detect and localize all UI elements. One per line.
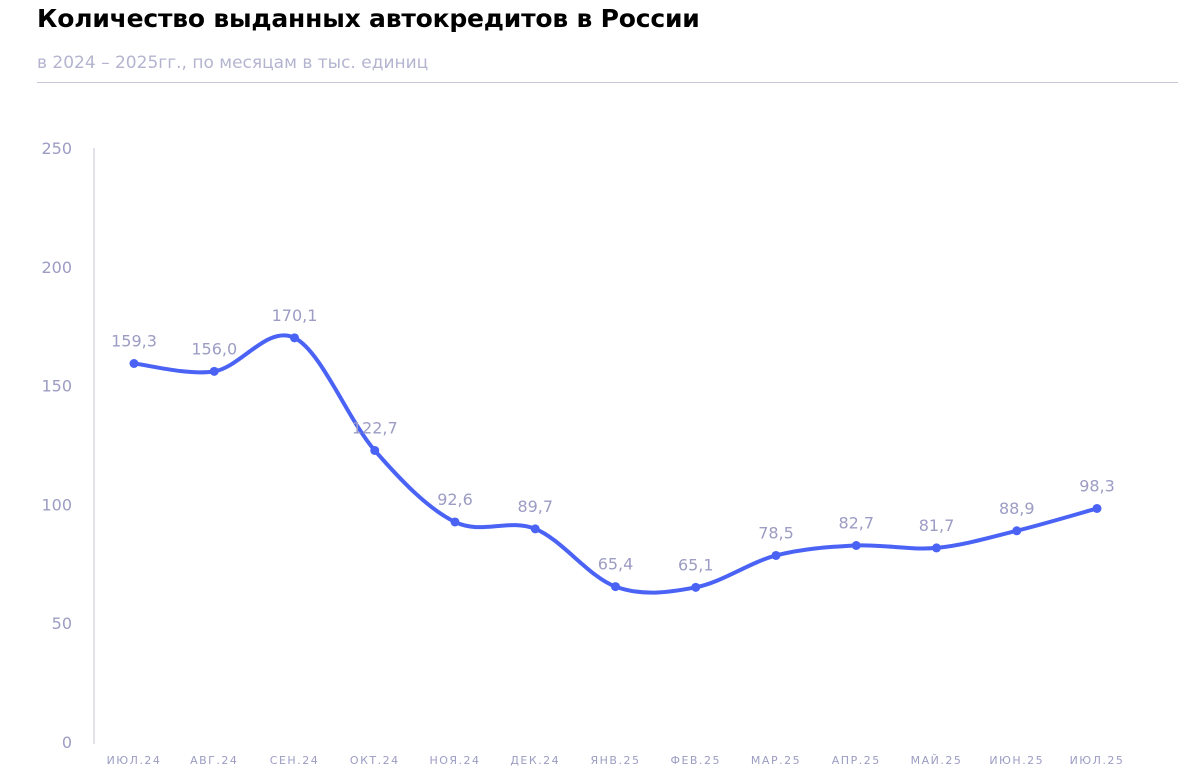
data-point (290, 333, 299, 343)
data-label: 122,7 (352, 418, 398, 437)
data-point (1092, 503, 1102, 513)
data-points (129, 333, 1102, 592)
data-point (1012, 526, 1022, 536)
data-point (932, 543, 941, 553)
data-label: 65,1 (678, 555, 714, 574)
x-tick-label: ИЮЛ.25 (1070, 754, 1125, 767)
x-axis: ИЮЛ.24 АВГ.24 СЕН.24 ОКТ.24 НОЯ.24 ДЕК.24 ЯНВ.… (107, 754, 1125, 767)
y-axis: 0 50 100 150 200 250 (41, 139, 95, 752)
data-label: 78,5 (758, 523, 794, 542)
data-point (450, 517, 460, 527)
data-point (771, 550, 781, 560)
data-label: 88,9 (999, 499, 1035, 518)
data-label: 159,3 (111, 332, 157, 351)
x-tick-label: ИЮН.25 (989, 754, 1044, 767)
data-label: 89,7 (517, 497, 553, 516)
chart-title: Количество выданных автокредитов в Росси… (37, 4, 700, 33)
x-tick-label: СЕН.24 (270, 754, 319, 767)
x-tick-label: ИЮЛ.24 (107, 754, 162, 767)
chart-subtitle: в 2024 – 2025гг., по месяцам в тыс. един… (37, 53, 429, 73)
y-tick-label: 200 (41, 258, 72, 277)
data-point (851, 541, 861, 551)
data-point (209, 366, 219, 376)
header-divider (37, 82, 1178, 83)
data-label: 82,7 (838, 514, 874, 533)
x-tick-label: МАР.25 (751, 754, 801, 767)
x-tick-label: ОКТ.24 (350, 754, 400, 767)
y-tick-label: 100 (41, 495, 72, 514)
data-label: 170,1 (272, 306, 318, 325)
y-tick-label: 250 (41, 139, 72, 158)
x-tick-label: НОЯ.24 (429, 754, 480, 767)
x-tick-label: ЯНВ.25 (591, 754, 641, 767)
data-point (611, 582, 620, 592)
data-label: 81,7 (919, 516, 955, 535)
y-tick-label: 150 (41, 377, 72, 396)
data-label: 92,6 (437, 490, 473, 509)
data-label: 65,4 (598, 555, 634, 574)
y-tick-label: 0 (62, 733, 72, 752)
data-labels: 159,3 156,0 170,1 122,7 92,6 89,7 65,4 65,1 78,5… (111, 306, 1115, 574)
data-point (129, 359, 139, 369)
x-tick-label: АВГ.24 (190, 754, 238, 767)
x-tick-label: МАЙ.25 (911, 754, 963, 767)
x-tick-label: АПР.25 (832, 754, 881, 767)
data-label: 156,0 (191, 339, 237, 358)
data-label: 98,3 (1079, 476, 1115, 495)
x-tick-label: ДЕК.24 (510, 754, 560, 767)
data-point (370, 445, 380, 455)
x-tick-label: ФЕВ.25 (671, 754, 721, 767)
y-tick-label: 50 (52, 614, 72, 633)
data-point (691, 582, 701, 592)
data-point (530, 524, 540, 534)
